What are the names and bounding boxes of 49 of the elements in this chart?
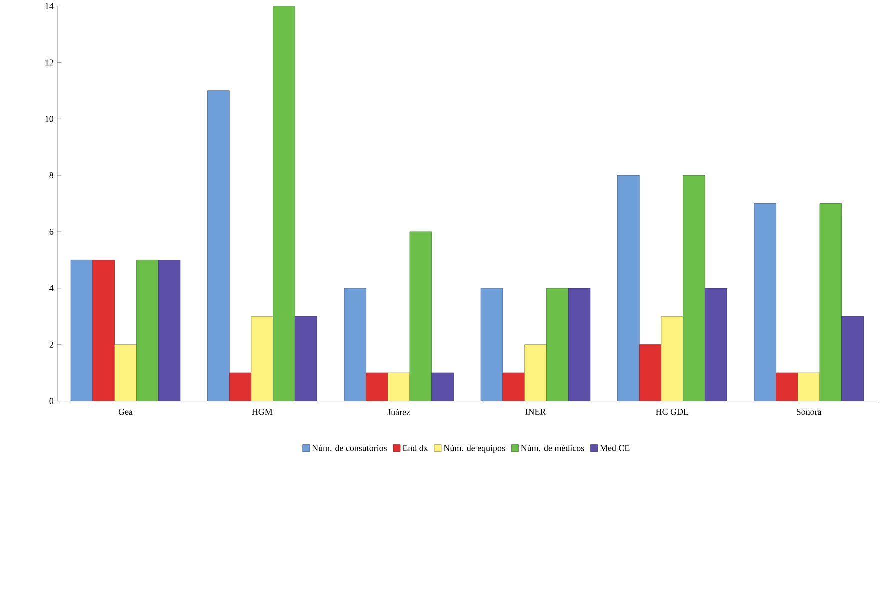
x-tick-label: Juárez	[388, 408, 410, 416]
x-tick-label: Sonora	[796, 408, 822, 415]
x-tick-label: HGM	[252, 408, 273, 415]
bar	[480, 288, 504, 402]
legend-label: Med CE	[600, 444, 630, 452]
x-tick-label: INER	[526, 408, 546, 415]
y-tick-label: 0	[50, 398, 54, 404]
bar	[92, 260, 116, 402]
bar	[295, 316, 318, 402]
bar	[410, 232, 432, 402]
bar	[705, 288, 728, 402]
y-tick-label: 14	[46, 3, 54, 10]
bar	[229, 372, 252, 402]
bar	[136, 260, 159, 402]
legend-label: Núm. de médicos	[521, 444, 584, 452]
bar	[344, 288, 366, 402]
y-tick-label: 10	[46, 116, 54, 122]
bar	[754, 203, 776, 402]
legend-label: Núm. de consutorios	[312, 444, 387, 452]
bar	[776, 372, 798, 402]
bar	[251, 316, 274, 402]
y-tick-label: 6	[50, 228, 54, 235]
bar	[366, 372, 388, 402]
bar	[683, 175, 706, 402]
x-tick-label: Gea	[118, 408, 133, 415]
bar	[618, 175, 640, 402]
bar	[568, 288, 591, 402]
bar	[70, 260, 94, 402]
y-tick-label: 2	[50, 342, 54, 348]
bar	[524, 344, 547, 402]
bar	[388, 372, 410, 402]
bar	[273, 6, 296, 402]
y-tick-label: 8	[50, 172, 54, 178]
bar	[546, 288, 569, 402]
legend-label: Núm. de equipos	[444, 444, 506, 453]
y-tick-label: 12	[46, 60, 54, 66]
bar	[502, 372, 526, 402]
bar	[114, 344, 137, 402]
x-tick-label: HC GDL	[656, 408, 688, 415]
legend-label: End dx	[402, 444, 428, 452]
bar	[820, 203, 842, 402]
bar	[158, 260, 181, 402]
bar	[798, 372, 820, 402]
bar	[842, 316, 864, 402]
bar	[208, 90, 230, 402]
bar	[432, 372, 454, 402]
bar	[639, 344, 662, 402]
bar	[661, 316, 684, 402]
y-tick-label: 4	[50, 285, 54, 292]
